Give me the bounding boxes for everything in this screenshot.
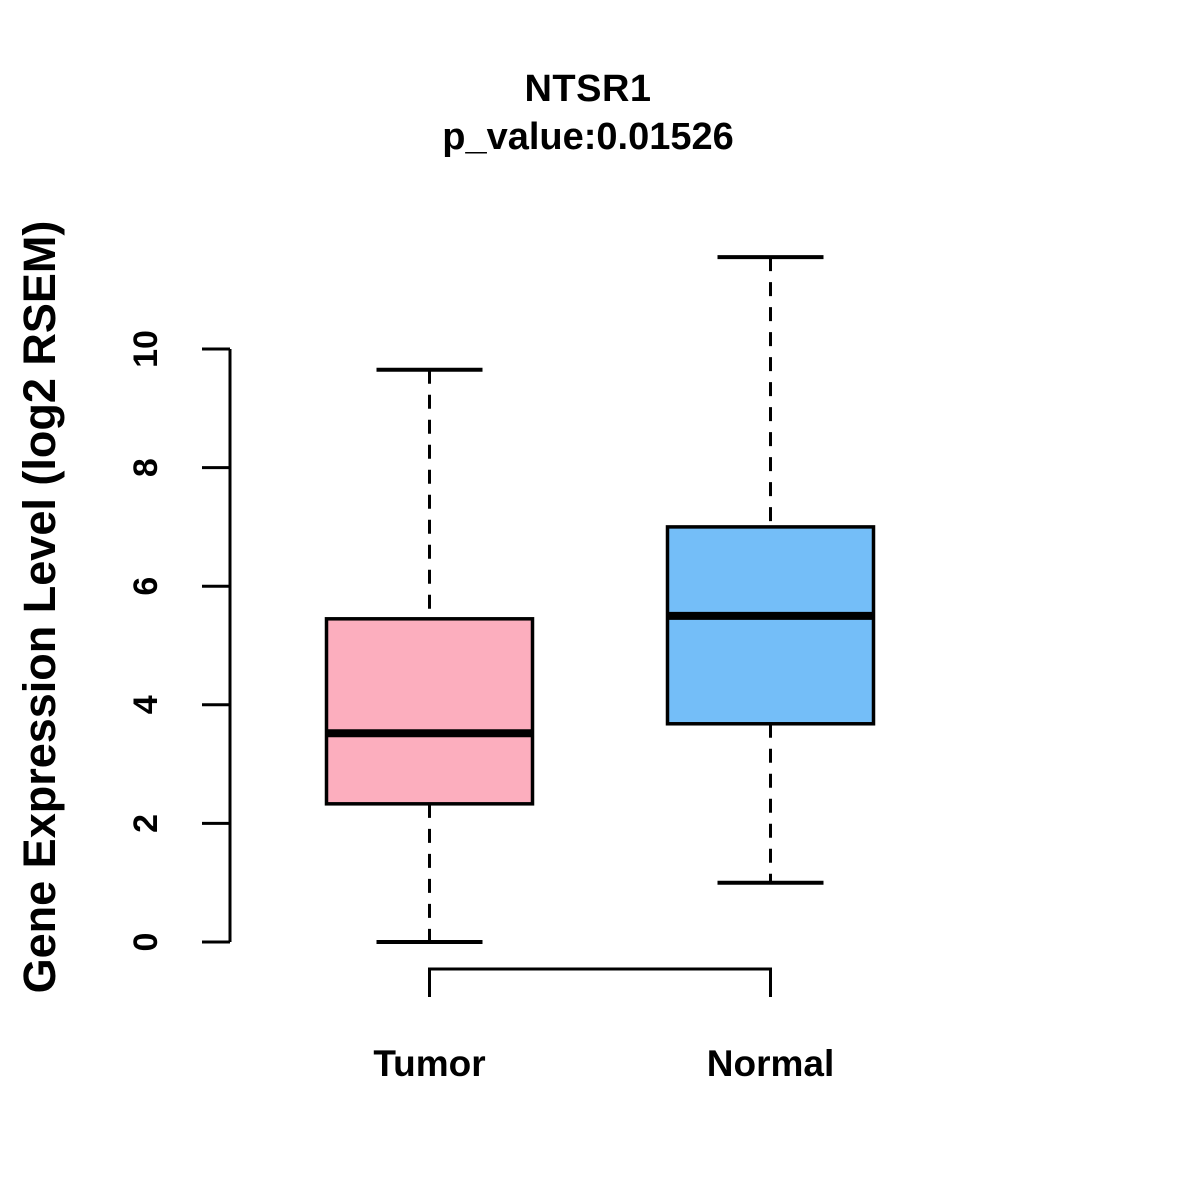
x-axis-bracket <box>428 967 772 997</box>
category-label-tumor: Tumor <box>373 1043 485 1084</box>
y-axis-tick-label: 4 <box>127 695 165 714</box>
y-axis-tick-label: 10 <box>127 330 165 368</box>
chart-subtitle: p_value:0.01526 <box>442 116 734 158</box>
category-label-normal: Normal <box>707 1043 834 1084</box>
y-axis-tick-label: 2 <box>127 814 165 833</box>
y-axis-tick-label: 6 <box>127 577 165 596</box>
iqr-box-tumor <box>324 617 535 806</box>
y-axis-tick-label: 8 <box>127 458 165 477</box>
y-axis-tick-label: 0 <box>127 933 165 952</box>
chart-title: NTSR1 <box>524 68 652 110</box>
iqr-box-normal <box>665 525 876 726</box>
